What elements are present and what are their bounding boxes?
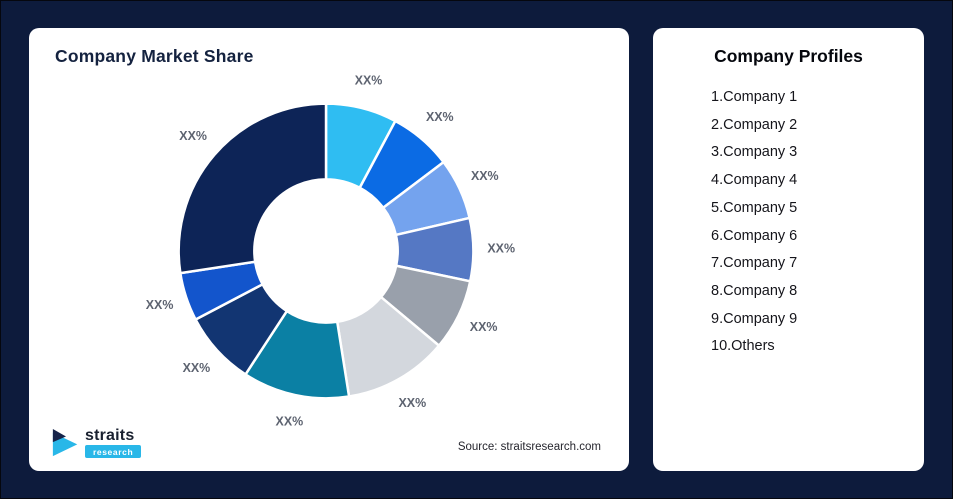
slice-label: XX% (179, 129, 207, 143)
slice-label: XX% (471, 169, 499, 183)
list-item: 6.Company 6 (711, 227, 798, 244)
list-item: 1.Company 1 (711, 89, 798, 105)
profiles-title: Company Profiles (714, 46, 863, 66)
slice-label: XX% (470, 320, 498, 334)
source-text: Source: straitsresearch.com (457, 441, 601, 453)
slice-label: XX% (276, 415, 304, 429)
logo-sub: research (85, 445, 142, 458)
logo-name: straits (85, 427, 135, 444)
donut-slice-others (177, 102, 328, 275)
company-list: 1.Company 1 2.Company 2 3.Company 3 4.Compa… (653, 84, 924, 361)
list-item: 8.Company 8 (711, 282, 798, 299)
company-profiles-card: Company Profiles 1.Company 1 2.Company 2 3… (653, 28, 924, 471)
slice-label: XX% (426, 110, 454, 124)
list-item: 2.Company 2 (711, 116, 798, 133)
donut-chart: XX% XX% XX% XX% XX% XX% XX% XX% XX% XX% (146, 73, 515, 429)
list-item: 5.Company 5 (711, 199, 798, 216)
slice-label: XX% (183, 361, 211, 375)
slice-label: XX% (398, 396, 426, 410)
straits-logo-text: straits research (85, 427, 142, 458)
list-item: 3.Company 3 (711, 144, 798, 161)
list-item: 7.Company 7 (711, 255, 798, 272)
slice-label: XX% (355, 73, 383, 87)
list-item: 4.Company 4 (711, 172, 798, 189)
straits-logo: straits research (51, 427, 142, 459)
slice-label: XX% (146, 298, 174, 312)
chart-title: Company Market Share (55, 46, 254, 66)
straits-logo-icon (52, 428, 78, 457)
market-share-card: XX% XX% XX% XX% XX% XX% XX% XX% XX% XX% Company M… (29, 28, 629, 471)
slice-label: XX% (487, 242, 515, 256)
list-item: 9.Company 9 (711, 310, 798, 327)
list-item: 10.Others (711, 338, 775, 355)
